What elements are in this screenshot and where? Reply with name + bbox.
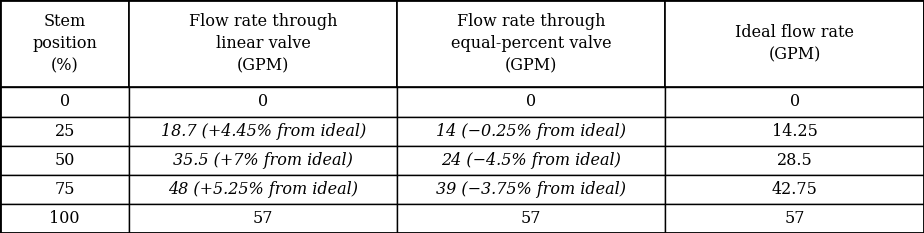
Bar — [665, 146, 924, 175]
Text: Stem
position
(%): Stem position (%) — [32, 13, 97, 74]
Bar — [129, 0, 397, 87]
Text: 57: 57 — [253, 210, 274, 227]
Bar — [0, 87, 129, 116]
Text: 25: 25 — [55, 123, 75, 140]
Bar — [665, 0, 924, 87]
Bar — [665, 175, 924, 204]
Text: 0: 0 — [790, 93, 799, 110]
Bar — [665, 204, 924, 233]
Text: 75: 75 — [55, 181, 75, 198]
Bar — [0, 146, 129, 175]
Text: 57: 57 — [521, 210, 541, 227]
Bar — [129, 146, 397, 175]
Text: 0: 0 — [259, 93, 268, 110]
Bar — [0, 204, 129, 233]
Text: Flow rate through
equal-percent valve
(GPM): Flow rate through equal-percent valve (G… — [451, 13, 612, 74]
Bar — [397, 146, 665, 175]
Bar — [665, 87, 924, 116]
Bar — [129, 116, 397, 146]
Text: 18.7 (+4.45% from ideal): 18.7 (+4.45% from ideal) — [161, 123, 366, 140]
Text: 0: 0 — [60, 93, 69, 110]
Bar — [129, 204, 397, 233]
Text: 100: 100 — [49, 210, 80, 227]
Text: Ideal flow rate
(GPM): Ideal flow rate (GPM) — [736, 24, 854, 63]
Text: 14 (−0.25% from ideal): 14 (−0.25% from ideal) — [436, 123, 626, 140]
Bar — [0, 175, 129, 204]
Text: 48 (+5.25% from ideal): 48 (+5.25% from ideal) — [168, 181, 359, 198]
Text: 14.25: 14.25 — [772, 123, 818, 140]
Bar — [129, 175, 397, 204]
Bar — [397, 116, 665, 146]
Bar — [397, 175, 665, 204]
Text: 35.5 (+7% from ideal): 35.5 (+7% from ideal) — [174, 152, 353, 169]
Text: 0: 0 — [527, 93, 536, 110]
Text: 50: 50 — [55, 152, 75, 169]
Bar — [0, 116, 129, 146]
Text: 42.75: 42.75 — [772, 181, 818, 198]
Bar — [397, 0, 665, 87]
Text: 57: 57 — [784, 210, 805, 227]
Bar — [0, 0, 129, 87]
Bar — [397, 204, 665, 233]
Text: 39 (−3.75% from ideal): 39 (−3.75% from ideal) — [436, 181, 626, 198]
Text: Flow rate through
linear valve
(GPM): Flow rate through linear valve (GPM) — [189, 13, 337, 74]
Text: 28.5: 28.5 — [777, 152, 812, 169]
Bar — [665, 116, 924, 146]
Bar — [129, 87, 397, 116]
Text: 24 (−4.5% from ideal): 24 (−4.5% from ideal) — [442, 152, 621, 169]
Bar — [397, 87, 665, 116]
